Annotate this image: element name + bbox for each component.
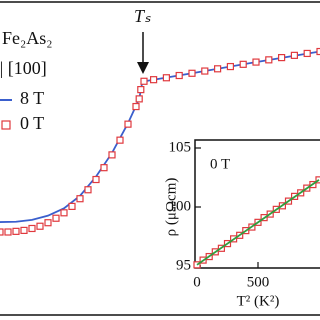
data-point bbox=[214, 65, 222, 73]
data-point bbox=[135, 95, 143, 103]
data-point bbox=[162, 74, 170, 82]
data-point bbox=[140, 77, 148, 85]
data-point bbox=[84, 186, 92, 194]
data-point bbox=[68, 202, 76, 210]
y-tick-label: 105 bbox=[169, 139, 192, 155]
arrow-head bbox=[137, 62, 149, 74]
annotation: Tₛ bbox=[134, 6, 151, 26]
data-point bbox=[60, 209, 68, 217]
data-point bbox=[76, 195, 84, 203]
data-point bbox=[137, 85, 145, 94]
data-point bbox=[265, 56, 273, 64]
data-point bbox=[188, 69, 196, 77]
data-point bbox=[226, 62, 234, 71]
x-tick-label: 0 bbox=[193, 274, 201, 290]
data-point bbox=[36, 222, 44, 230]
legend-label: 0 T bbox=[20, 113, 44, 133]
inset-annotation: 0 T bbox=[210, 156, 230, 172]
data-point bbox=[124, 120, 132, 128]
data-point bbox=[116, 136, 124, 144]
data-point bbox=[4, 228, 12, 236]
data-point bbox=[150, 76, 158, 84]
data-point bbox=[278, 53, 286, 62]
data-point bbox=[316, 47, 320, 56]
data-point bbox=[303, 49, 311, 58]
data-point bbox=[252, 58, 260, 66]
y-axis-label: ρ (μΩcm) bbox=[163, 178, 179, 237]
data-point bbox=[108, 151, 116, 159]
legend-title: || [100] bbox=[0, 58, 47, 78]
data-point bbox=[290, 51, 298, 59]
data-point bbox=[28, 224, 36, 233]
data-point bbox=[0, 228, 4, 236]
legend-label: 8 T bbox=[20, 88, 44, 108]
data-point bbox=[239, 60, 247, 68]
data-point bbox=[132, 102, 140, 111]
data-point bbox=[201, 67, 209, 75]
x-tick-label: 500 bbox=[247, 274, 270, 290]
y-tick-label: 100 bbox=[169, 198, 192, 214]
data-point bbox=[100, 164, 108, 172]
data-point bbox=[12, 227, 20, 235]
x-axis-label: T² (K²) bbox=[237, 293, 280, 309]
legend-swatch bbox=[1, 120, 11, 130]
data-point bbox=[92, 175, 100, 184]
legend-title: Fe₂As₂ bbox=[2, 28, 53, 48]
data-point bbox=[175, 71, 183, 80]
data-line bbox=[196, 179, 320, 266]
y-tick-label: 95 bbox=[176, 257, 191, 273]
data-point bbox=[52, 214, 60, 222]
data-point bbox=[44, 219, 52, 227]
data-point bbox=[20, 226, 28, 234]
inset-frame bbox=[194, 139, 320, 269]
